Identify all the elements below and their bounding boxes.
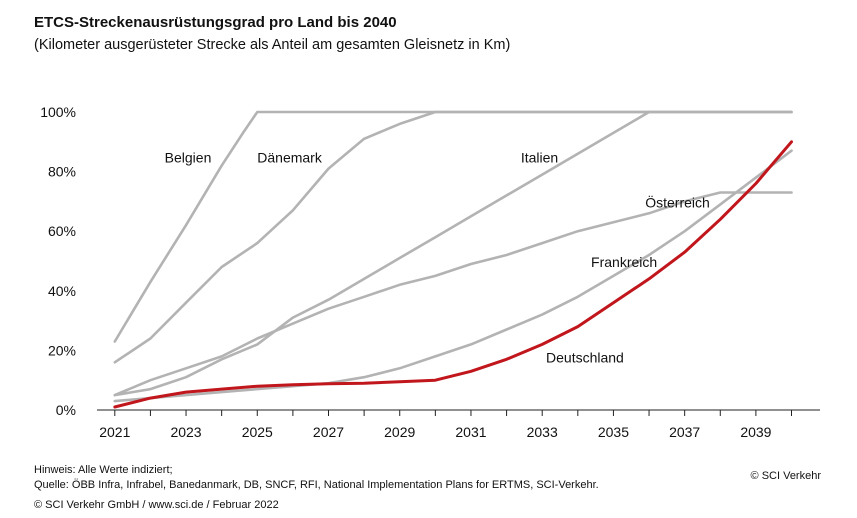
x-tick-label: 2033 — [527, 424, 558, 440]
x-tick-label: 2035 — [598, 424, 629, 440]
copyright-label: © SCI Verkehr — [750, 470, 821, 482]
x-tick-label: 2027 — [313, 424, 344, 440]
series-label-belgien: Belgien — [165, 150, 212, 166]
series-label-österreich: Österreich — [645, 193, 710, 210]
x-tick-label: 2031 — [455, 424, 486, 440]
series-label-dänemark: Dänemark — [257, 150, 323, 166]
y-tick-label: 60% — [48, 223, 76, 239]
x-tick-label: 2029 — [384, 424, 415, 440]
series-line-deutschland — [113, 140, 793, 409]
x-tick-label: 2021 — [99, 424, 130, 440]
series-line-österreich — [113, 191, 793, 397]
x-tick-label: 2037 — [669, 424, 700, 440]
series-line-italien — [113, 110, 793, 397]
y-tick-label: 100% — [40, 104, 76, 120]
series-label-frankreich: Frankreich — [591, 254, 657, 270]
axes: 2021 2023 2025 2027 2029 2031 2033 2035 2037 2039… — [40, 104, 820, 440]
y-tick-label: 80% — [48, 164, 76, 180]
footnote-hint: Hinweis: Alle Werte indiziert; — [34, 464, 173, 476]
x-tick-label: 2039 — [740, 424, 771, 440]
y-tick-label: 40% — [48, 283, 76, 299]
series-line-dänemark — [113, 110, 793, 364]
footnote-credit: © SCI Verkehr GmbH / www.sci.de / Februa… — [34, 499, 279, 511]
series-labels: Belgien Dänemark Italien Österreich Frankrei… — [165, 150, 710, 366]
y-tick-label: 0% — [56, 402, 76, 418]
chart-title: ETCS-Streckenausrüstungsgrad pro Land bi… — [34, 14, 397, 31]
x-tick-label: 2025 — [242, 424, 273, 440]
series-line-frankreich — [113, 149, 793, 403]
x-tick-label: 2023 — [170, 424, 201, 440]
series-label-deutschland: Deutschland — [546, 349, 624, 365]
y-tick-label: 20% — [48, 342, 76, 358]
line-chart: 2021 2023 2025 2027 2029 2031 2033 2035 2037 2039… — [40, 104, 820, 440]
footnote-source: Quelle: ÖBB Infra, Infrabel, Banedanmark… — [34, 479, 599, 491]
series-lines — [113, 110, 793, 409]
series-label-italien: Italien — [521, 150, 558, 166]
chart-subtitle: (Kilometer ausgerüsteter Strecke als Ant… — [34, 37, 511, 53]
